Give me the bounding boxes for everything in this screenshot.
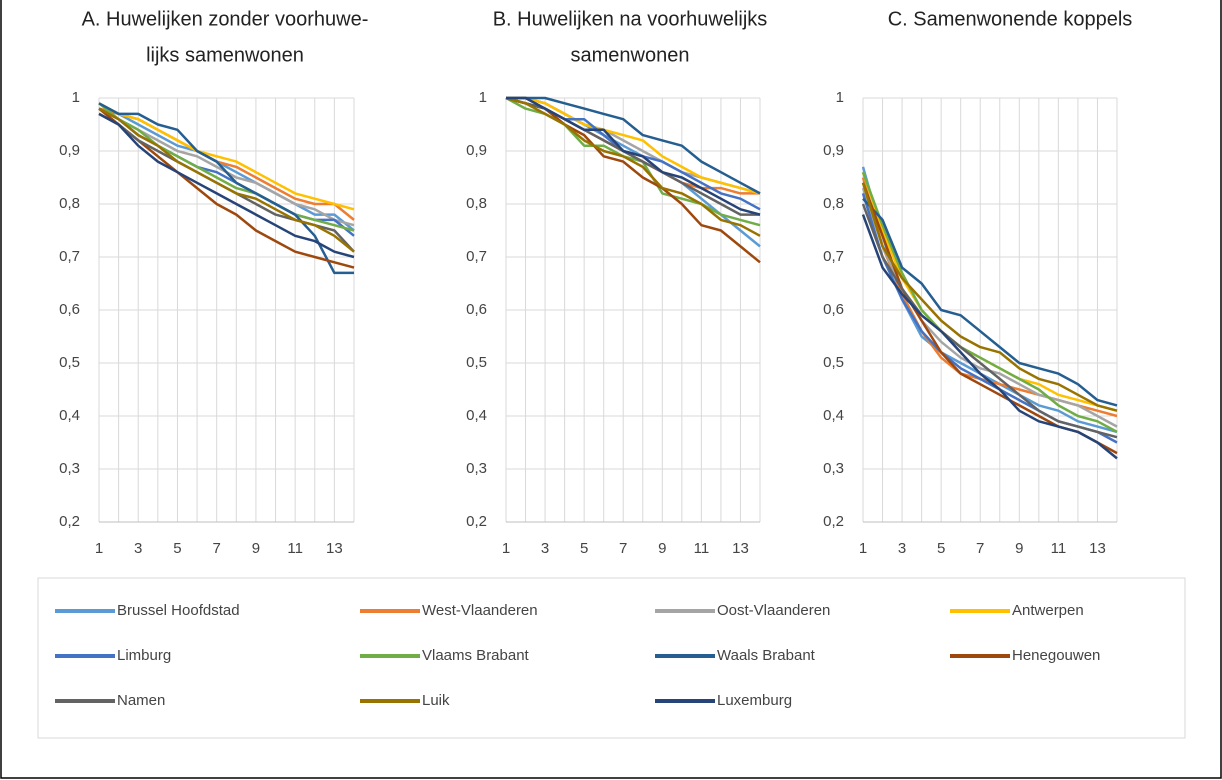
x-tick-label: 5	[937, 540, 945, 557]
y-tick-label: 1	[836, 89, 844, 106]
y-tick-label: 0,6	[59, 301, 80, 318]
y-tick-label: 0,3	[59, 460, 80, 477]
legend-label: Antwerpen	[1012, 602, 1084, 619]
x-tick-label: 1	[859, 540, 867, 557]
y-tick-label: 0,2	[823, 513, 844, 530]
series-line	[506, 96, 761, 195]
legend-label: Oost-Vlaanderen	[717, 602, 830, 619]
series-line	[861, 182, 1118, 412]
y-tick-label: 0,9	[466, 142, 487, 159]
y-tick-label: 0,5	[466, 354, 487, 371]
legend-label: Luik	[422, 692, 450, 709]
y-tick-label: 0,9	[823, 142, 844, 159]
y-tick-label: 0,5	[59, 354, 80, 371]
x-tick-label: 3	[134, 540, 142, 557]
y-tick-label: 0,2	[466, 513, 487, 530]
y-tick-label: 0,4	[59, 407, 80, 424]
y-tick-label: 0,3	[823, 460, 844, 477]
x-tick-label: 11	[694, 540, 710, 557]
y-tick-label: 0,8	[59, 195, 80, 212]
y-tick-label: 0,7	[59, 248, 80, 265]
series-line	[98, 102, 355, 211]
x-tick-label: 5	[173, 540, 181, 557]
x-tick-label: 9	[658, 540, 666, 557]
chart-title: B. Huwelijken na voorhuwelijks	[493, 8, 768, 30]
x-tick-label: 1	[95, 540, 103, 557]
series-line	[862, 197, 1118, 407]
chart-title: A. Huwelijken zonder voorhuwe-	[82, 8, 369, 30]
x-tick-label: 7	[619, 540, 627, 557]
series-line	[98, 112, 355, 259]
x-tick-label: 13	[1089, 540, 1106, 557]
chart-title: C. Samenwonende koppels	[888, 8, 1133, 30]
y-tick-label: 0,8	[466, 195, 487, 212]
legend-label: Henegouwen	[1012, 647, 1100, 664]
x-tick-label: 7	[213, 540, 221, 557]
chart-title: samenwonen	[571, 44, 690, 66]
y-tick-label: 0,7	[466, 248, 487, 265]
y-tick-label: 1	[479, 89, 487, 106]
series-line	[98, 102, 355, 232]
x-tick-label: 3	[541, 540, 549, 557]
legend-label: Namen	[117, 692, 165, 709]
series-line	[98, 107, 355, 253]
legend-label: Limburg	[117, 647, 171, 664]
y-tick-label: 0,6	[466, 301, 487, 318]
y-tick-label: 0,9	[59, 142, 80, 159]
x-tick-label: 13	[326, 540, 343, 557]
legend-label: Vlaams Brabant	[422, 647, 530, 664]
x-tick-label: 1	[502, 540, 510, 557]
series-line	[505, 96, 761, 237]
series-line	[861, 214, 1118, 460]
series-line	[506, 96, 761, 195]
y-tick-label: 0,3	[466, 460, 487, 477]
y-tick-label: 0,4	[466, 407, 487, 424]
y-tick-label: 0,2	[59, 513, 80, 530]
x-tick-label: 9	[1015, 540, 1023, 557]
x-tick-label: 7	[976, 540, 984, 557]
series-line	[506, 96, 761, 216]
series-line	[861, 171, 1118, 433]
y-tick-label: 0,6	[823, 301, 844, 318]
x-tick-label: 9	[252, 540, 260, 557]
x-tick-label: 3	[898, 540, 906, 557]
x-tick-label: 11	[1051, 540, 1067, 557]
legend-label: Luxemburg	[717, 692, 792, 709]
y-tick-label: 0,5	[823, 354, 844, 371]
y-tick-label: 0,8	[823, 195, 844, 212]
y-tick-label: 1	[72, 89, 80, 106]
series-line	[98, 102, 355, 232]
x-tick-label: 5	[580, 540, 588, 557]
x-tick-label: 13	[732, 540, 749, 557]
legend-label: Brussel Hoofdstad	[117, 602, 240, 619]
chart-title: lijks samenwonen	[146, 44, 304, 66]
x-tick-label: 11	[287, 540, 303, 557]
legend-label: Waals Brabant	[717, 647, 816, 664]
y-tick-label: 0,4	[823, 407, 844, 424]
legend-label: West-Vlaanderen	[422, 602, 538, 619]
y-tick-label: 0,7	[823, 248, 844, 265]
series-line	[861, 203, 1118, 439]
series-line	[98, 102, 354, 275]
